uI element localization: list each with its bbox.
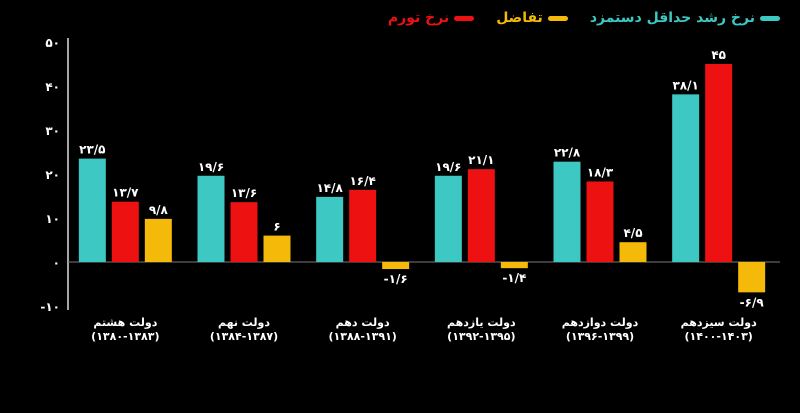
government-name: دولت یازدهم	[447, 316, 516, 329]
data-label: ۱۳/۷	[112, 186, 139, 200]
government-name: دولت دوازدهم	[561, 316, 639, 329]
bar	[349, 189, 377, 262]
bar	[672, 94, 700, 262]
bar	[434, 175, 462, 262]
data-label: -۱/۴	[502, 271, 526, 285]
legend-swatch	[454, 15, 475, 21]
data-label: ۲۱/۱	[468, 153, 494, 167]
data-label: ۲۲/۸	[554, 146, 581, 160]
government-name: دولت هشتم	[93, 316, 158, 329]
x-tick-label: دولت دوازدهم (۱۳۹۶-۱۳۹۹)	[540, 316, 660, 344]
data-label: -۶/۹	[740, 295, 765, 309]
legend-item-difference: تفاضل	[496, 10, 568, 26]
data-label: ۱۹/۶	[198, 160, 224, 174]
government-period: (۱۳۹۶-۱۳۹۹)	[565, 330, 635, 343]
legend: نرخ رشد حداقل دستمزد تفاضل نرخ تورم	[388, 10, 780, 26]
x-tick-label: دولت نهم (۱۳۸۴-۱۳۸۷)	[184, 316, 304, 344]
bar	[619, 242, 647, 262]
government-period: (۱۳۸۰-۱۳۸۳)	[91, 330, 160, 343]
y-tick-label: -۱۰	[40, 300, 60, 314]
data-label: ۴۵	[711, 48, 726, 62]
bar	[738, 262, 766, 293]
y-tick-label: ۳۰	[45, 124, 60, 138]
data-label: ۱۸/۳	[587, 165, 614, 179]
legend-swatch	[547, 15, 568, 21]
legend-label: تفاضل	[496, 10, 543, 26]
legend-swatch	[760, 15, 780, 21]
y-tick-label: ۰	[53, 256, 60, 270]
data-label: ۳۸/۱	[672, 78, 698, 92]
government-period: (۱۴۰۰-۱۴۰۳)	[684, 330, 753, 343]
x-tick-label: دولت یازدهم (۱۳۹۲-۱۳۹۵)	[421, 316, 541, 344]
y-tick-label: ۲۰	[45, 168, 60, 182]
bar	[316, 196, 344, 262]
data-label: ۹/۸	[149, 203, 169, 217]
bar	[197, 175, 225, 262]
data-label: ۴/۵	[623, 226, 642, 240]
y-tick-label: ۵۰	[45, 36, 60, 50]
data-label: -۱/۶	[384, 272, 408, 286]
legend-item-wage-growth: نرخ رشد حداقل دستمزد	[590, 10, 780, 26]
y-tick-label: ۱۰	[45, 212, 60, 226]
data-label: ۱۴/۸	[316, 181, 343, 195]
bar	[500, 262, 528, 269]
x-tick-label: دولت سیزدهم (۱۴۰۰-۱۴۰۳)	[659, 316, 779, 344]
legend-label: نرخ تورم	[387, 10, 450, 26]
data-label: ۱۹/۶	[435, 160, 461, 174]
legend-item-inflation: نرخ تورم	[387, 10, 475, 26]
government-name: دولت سیزدهم	[680, 316, 757, 329]
bar	[263, 235, 291, 262]
data-label: ۲۳/۵	[79, 143, 105, 157]
bar	[78, 158, 106, 262]
government-period: (۱۳۸۸-۱۳۹۱)	[328, 330, 397, 343]
bar	[586, 181, 614, 262]
x-tick-label: دولت دهم (۱۳۸۸-۱۳۹۱)	[303, 316, 423, 344]
bar	[553, 161, 581, 262]
government-name: دولت نهم	[217, 316, 271, 329]
data-label: ۱۶/۴	[349, 174, 375, 188]
y-tick-label: ۴۰	[45, 80, 60, 94]
bar	[705, 64, 733, 262]
bar	[230, 202, 258, 262]
bar	[382, 262, 410, 270]
bar	[144, 218, 172, 262]
data-label: ۱۳/۶	[231, 186, 257, 200]
bar	[467, 169, 495, 262]
government-name: دولت دهم	[335, 316, 390, 329]
data-label: ۶	[273, 220, 280, 234]
legend-label: نرخ رشد حداقل دستمزد	[589, 10, 755, 26]
government-period: (۱۳۹۲-۱۳۹۵)	[447, 330, 516, 343]
government-period: (۱۳۸۴-۱۳۸۷)	[209, 330, 279, 343]
x-tick-label: دولت هشتم (۱۳۸۰-۱۳۸۳)	[65, 316, 185, 344]
bar	[111, 201, 139, 262]
